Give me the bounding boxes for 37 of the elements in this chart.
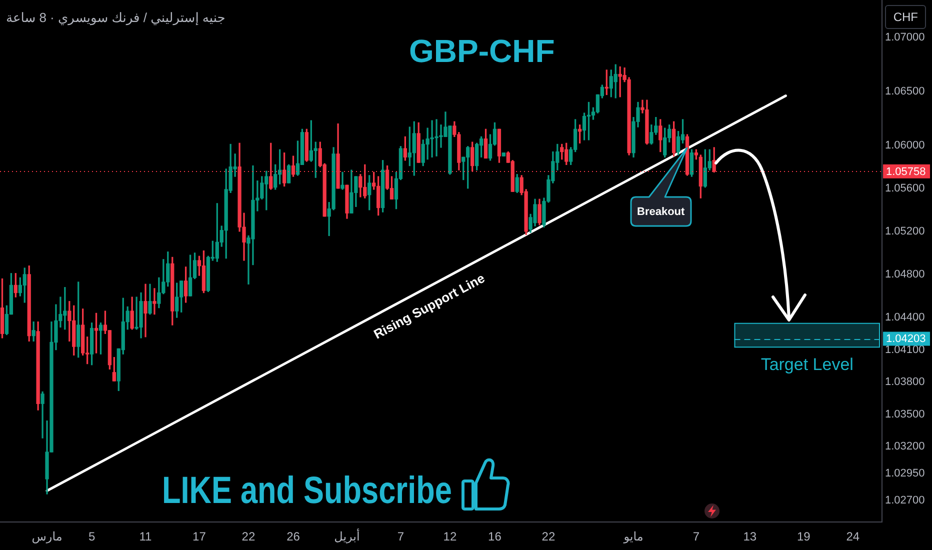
ref-line-label: 1.04203 — [886, 333, 926, 346]
x-tick-label: 22 — [542, 530, 556, 544]
y-tick-label: 1.06000 — [885, 139, 925, 152]
text: GBP-CHF — [409, 33, 555, 70]
y-tick-label: 1.03200 — [885, 440, 925, 453]
y-tick-label: 1.03800 — [885, 376, 925, 388]
band-label: Target Level — [760, 354, 854, 374]
y-tick-label: 1.07000 — [885, 32, 925, 44]
x-tick-label: مارس — [32, 530, 62, 544]
x-tick-label: 26 — [286, 530, 300, 544]
y-tick-label: 1.04100 — [885, 344, 925, 356]
x-tick-label: 17 — [192, 530, 206, 544]
y-tick-label: 1.04400 — [885, 312, 925, 324]
x-tick-label: مايو — [622, 530, 644, 544]
x-tick-label: 16 — [488, 530, 502, 544]
x-tick-label: 13 — [743, 530, 757, 544]
x-tick-label: 22 — [242, 530, 256, 544]
annotation: LIKE and Subscribe — [162, 470, 452, 513]
x-tick-label: أبريل — [334, 528, 360, 544]
x-tick-label: 11 — [139, 530, 152, 544]
y-tick-label: 1.05200 — [885, 225, 925, 238]
y-tick-label: 1.05600 — [885, 182, 925, 194]
y-tick-label: 1.03500 — [885, 408, 925, 420]
y-tick-label: 1.06500 — [885, 86, 925, 98]
y-tick-label: 1.02950 — [885, 468, 925, 480]
text: جنيه إسترليني / فرنك سويسري · 8 ساعة — [6, 10, 226, 26]
y-tick-label: 1.02700 — [885, 494, 925, 507]
x-tick-label: 5 — [88, 530, 96, 544]
x-tick-label: 19 — [796, 530, 811, 544]
y-axis-title: CHF — [885, 5, 926, 29]
x-tick-label: 12 — [443, 530, 457, 544]
x-tick-label: 7 — [692, 530, 700, 544]
x-tick-label: 7 — [397, 530, 404, 544]
ref-line-label: 1.05758 — [886, 166, 926, 178]
y-tick-label: 1.04800 — [885, 268, 925, 280]
x-tick-label: 24 — [846, 530, 860, 544]
annotation: Breakout — [637, 206, 685, 218]
